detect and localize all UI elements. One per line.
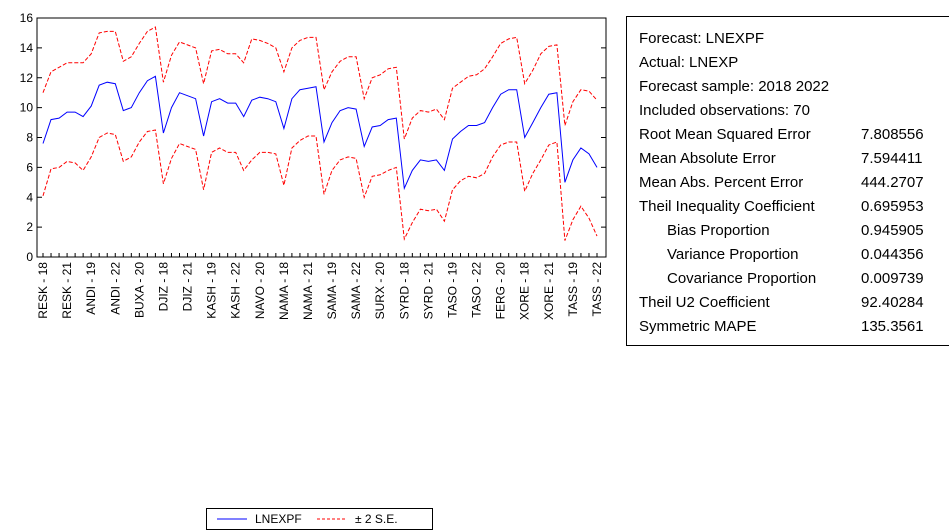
x-tick-label: DJIZ - 21: [181, 262, 195, 312]
x-tick-label: NAMA - 21: [301, 262, 315, 320]
y-tick-label: 14: [20, 41, 34, 55]
x-axis: RESK - 18 RESK - 21 ANDI - 19 ANDI - 22 BUXA…: [36, 253, 604, 320]
x-tick-label: TASS - 22: [590, 262, 604, 317]
stat-value: 0.044356: [861, 246, 924, 263]
stat-row: Variance Proportion 0.044356: [639, 246, 924, 263]
stat-label: Mean Abs. Percent Error: [639, 174, 804, 191]
x-tick-label: NAMA - 18: [277, 262, 291, 320]
x-tick-label: SYRD - 18: [397, 262, 411, 320]
x-tick-label: TASO - 19: [445, 262, 459, 318]
forecast-sample: Forecast sample: 2018 2022: [639, 78, 830, 95]
y-axis: 0 2 4 6 8 10 12 14 16: [20, 11, 606, 264]
x-tick-label: KASH - 19: [205, 262, 219, 319]
forecast-statistics-panel: Forecast: LNEXPF Actual: LNEXP Forecast …: [626, 16, 949, 346]
stat-row: Bias Proportion 0.945905: [639, 222, 924, 239]
x-tick-label: SYRD - 21: [421, 262, 435, 320]
x-tick-label: RESK - 21: [60, 262, 74, 319]
stat-value: 0.945905: [861, 222, 924, 239]
x-tick-label: XORE - 18: [518, 262, 532, 320]
stat-label: Symmetric MAPE: [639, 318, 757, 335]
x-tick-label: TASO - 22: [470, 262, 484, 318]
x-tick-label: TASS - 19: [566, 262, 580, 317]
series-group: [42, 26, 598, 241]
x-tick-label: DJIZ - 18: [156, 262, 170, 312]
x-tick-label: SAMA - 19: [325, 262, 339, 320]
stat-row: Theil Inequality Coefficient 0.695953: [639, 198, 924, 215]
actual-variable: Actual: LNEXP: [639, 54, 739, 71]
stat-value: 92.40284: [861, 294, 924, 311]
forecast-variable: Forecast: LNEXPF: [639, 30, 765, 47]
plot-frame: [36, 17, 607, 258]
y-tick-label: 10: [20, 101, 34, 115]
x-tick-label: KASH - 22: [229, 262, 243, 319]
stat-value: 7.808556: [861, 126, 924, 143]
x-tick-label: ANDI - 19: [84, 262, 98, 315]
y-tick-label: 12: [20, 71, 34, 85]
y-tick-label: 2: [26, 220, 33, 234]
x-tick-label: NAVO - 20: [253, 262, 267, 319]
chart-legend: LNEXPF ± 2 S.E.: [206, 508, 433, 530]
y-tick-label: 4: [26, 190, 33, 204]
y-tick-label: 16: [20, 11, 34, 25]
included-observations: Included observations: 70: [639, 102, 810, 119]
stat-label: Root Mean Squared Error: [639, 126, 811, 143]
y-tick-label: 6: [26, 160, 33, 174]
x-tick-label: ANDI - 22: [108, 262, 122, 315]
forecast-chart: 0 2 4 6 8 10 12 14 16 RESK - 18 RESK - 21 ANDI - 1…: [20, 11, 607, 320]
x-tick-label: XORE - 21: [542, 262, 556, 320]
stat-value: 0.009739: [861, 270, 924, 287]
x-tick-label: FERG - 20: [494, 262, 508, 320]
stat-value: 135.3561: [861, 318, 924, 335]
stat-label: Theil Inequality Coefficient: [639, 198, 815, 215]
stat-value: 0.695953: [861, 198, 924, 215]
stat-label: Mean Absolute Error: [639, 150, 776, 167]
x-tick-label: BUXA - 20: [132, 262, 146, 318]
stat-row: Root Mean Squared Error 7.808556: [639, 126, 924, 143]
series-line-lnexpf: [42, 75, 598, 191]
series-line-upper-band: [42, 26, 598, 140]
stat-label: Bias Proportion: [667, 222, 770, 239]
y-tick-label: 8: [26, 131, 33, 145]
stat-label: Variance Proportion: [667, 246, 799, 263]
stat-label: Covariance Proportion: [667, 270, 817, 287]
stat-row: Theil U2 Coefficient 92.40284: [639, 294, 924, 311]
stat-row: Covariance Proportion 0.009739: [639, 270, 924, 287]
x-tick-label: SAMA - 22: [349, 262, 363, 320]
x-tick-label: SURX - 20: [373, 262, 387, 320]
stat-label: Theil U2 Coefficient: [639, 294, 770, 311]
stat-row: Symmetric MAPE 135.3561: [639, 318, 924, 335]
x-tick-label: RESK - 18: [36, 262, 50, 319]
stat-value: 7.594411: [861, 150, 923, 167]
legend-label-lnexpf: LNEXPF: [255, 512, 302, 526]
legend-label-se: ± 2 S.E.: [355, 512, 398, 526]
series-line-lower-band: [42, 129, 598, 241]
stat-value: 444.2707: [861, 174, 924, 191]
stat-row: Mean Absolute Error 7.594411: [639, 150, 922, 167]
y-tick-label: 0: [26, 250, 33, 264]
stat-row: Mean Abs. Percent Error 444.2707: [639, 174, 924, 191]
legend-swatches: [217, 518, 347, 520]
